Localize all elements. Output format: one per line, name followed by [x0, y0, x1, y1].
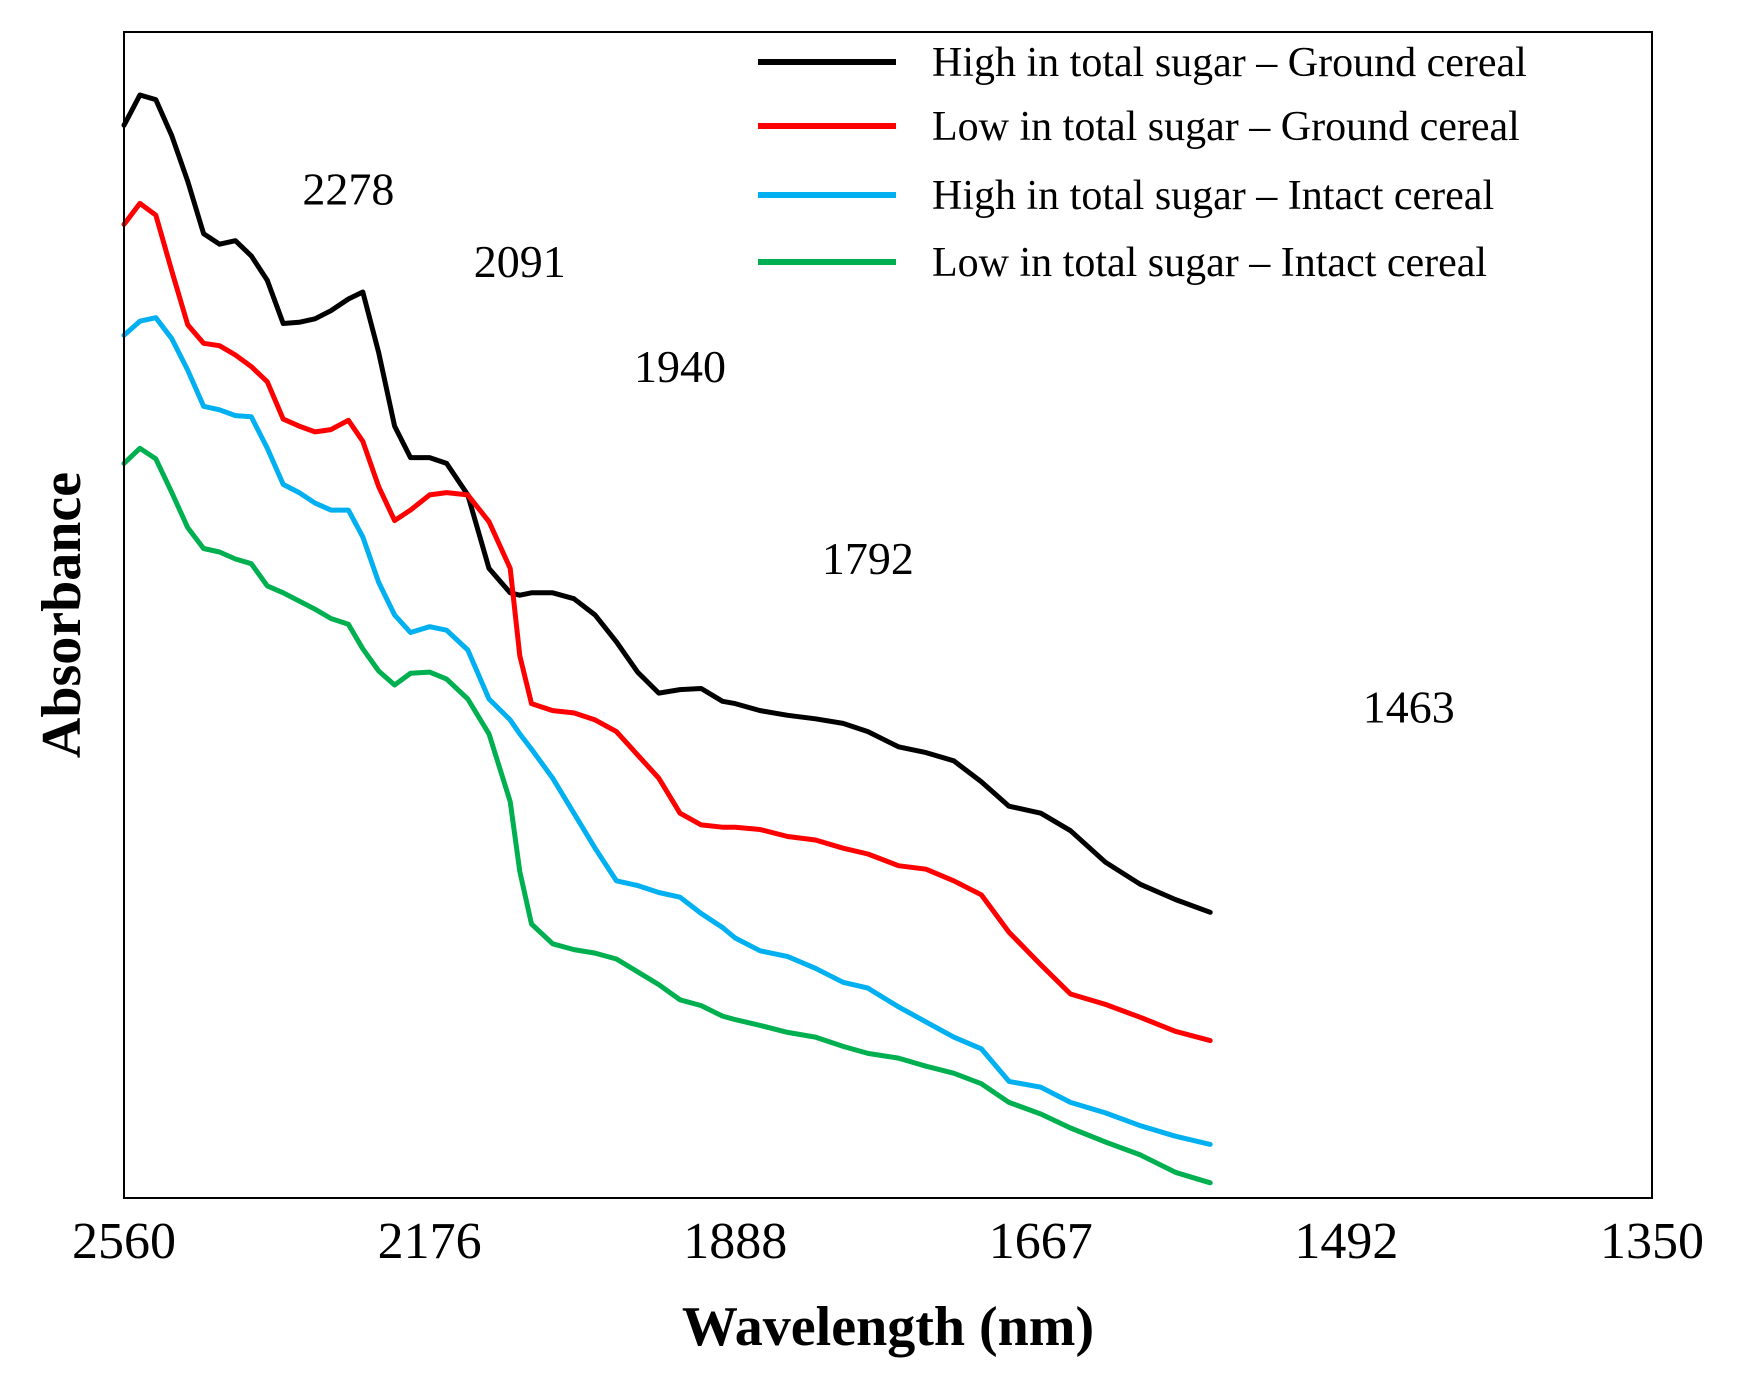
plot-frame	[123, 31, 1653, 1199]
x-tick-label-1350: 1350	[1600, 1213, 1704, 1270]
x-axis-title: Wavelength (nm)	[682, 1296, 1094, 1358]
peak-label-1940: 1940	[634, 341, 726, 392]
peak-label-2091: 2091	[474, 236, 566, 287]
peak-label-1463: 1463	[1363, 681, 1455, 732]
peak-label-2278: 2278	[302, 164, 394, 215]
series-layer	[121, 92, 1213, 1186]
legend: High in total sugar – Ground cereal Low i…	[758, 40, 1527, 286]
peak-label-1792: 1792	[822, 533, 914, 584]
x-tick-label-1492: 1492	[1294, 1213, 1398, 1270]
x-tick-label-1667: 1667	[989, 1213, 1093, 1270]
x-tick-label-2176: 2176	[378, 1213, 482, 1270]
series-line-4	[121, 445, 1213, 1186]
legend-label-3: High in total sugar – Intact cereal	[932, 173, 1494, 219]
legend-label-4: Low in total sugar – Intact cereal	[932, 240, 1487, 286]
peak-annotations: 2278 2091 1940 1792 1463	[302, 164, 1454, 733]
x-tick-label-1888: 1888	[683, 1213, 787, 1270]
series-line-1	[121, 92, 1213, 915]
x-tick-label-2560: 2560	[72, 1213, 176, 1270]
legend-label-1: High in total sugar – Ground cereal	[932, 40, 1527, 86]
legend-label-2: Low in total sugar – Ground cereal	[932, 104, 1520, 150]
series-line-2	[121, 200, 1213, 1044]
series-line-3	[121, 315, 1213, 1147]
y-axis-title: Absorbance	[31, 472, 93, 758]
x-axis-tick-labels: 2560 2176 1888 1667 1492 1350	[72, 1213, 1704, 1270]
